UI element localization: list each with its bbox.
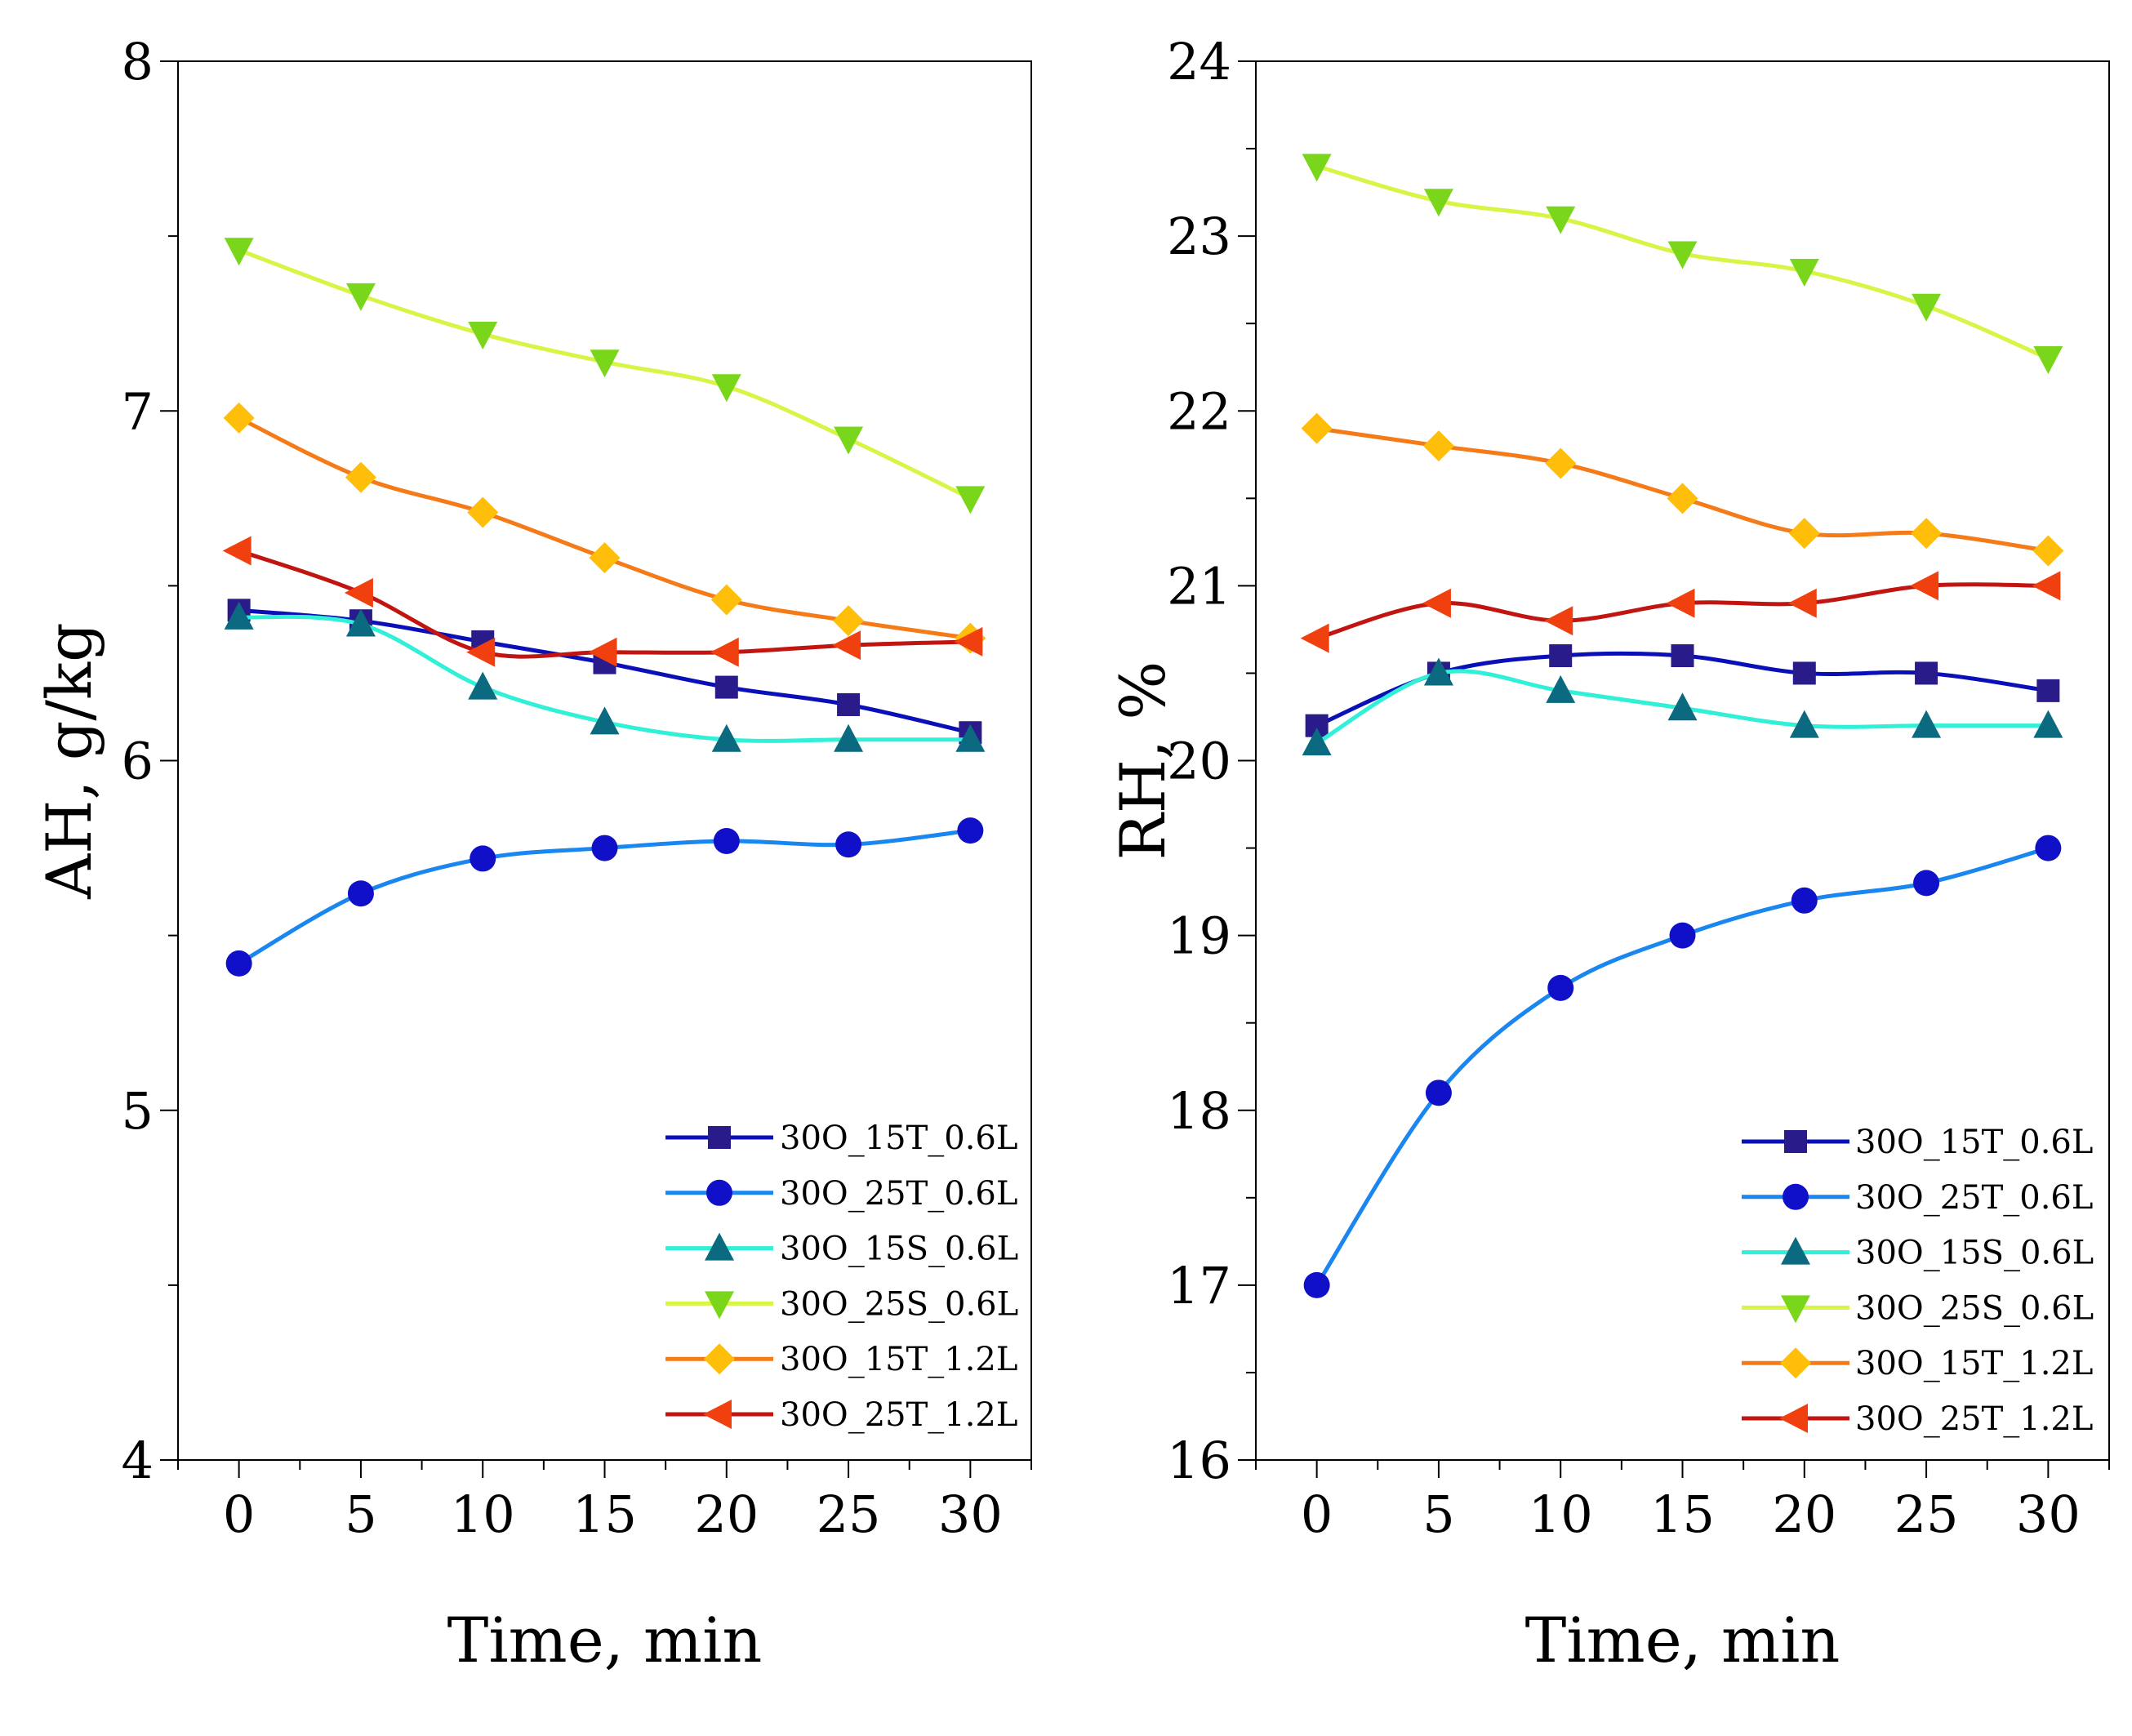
- y-tick-label: 6: [122, 732, 154, 791]
- x-tick-label: 0: [223, 1485, 255, 1544]
- legend-label: 30O_15T_0.6L: [780, 1119, 1017, 1157]
- data-point: [1547, 975, 1573, 1001]
- legend-label: 30O_15S_0.6L: [780, 1231, 1018, 1268]
- data-point: [1549, 644, 1572, 667]
- y-tick-label: 16: [1167, 1431, 1231, 1490]
- x-tick-label: 25: [817, 1485, 881, 1544]
- x-tick-label: 10: [451, 1485, 515, 1544]
- x-axis-title: Time, min: [1525, 1604, 1840, 1676]
- data-point: [2035, 835, 2061, 861]
- chart-figure: 4 5 6 7 8 0 5 10 15 20 25 30 Time, min AH, g/kg 30O_15…: [0, 0, 2132, 1736]
- data-point: [1793, 661, 1816, 684]
- legend-label: 30O_25S_0.6L: [780, 1285, 1018, 1323]
- x-tick-label: 10: [1529, 1485, 1593, 1544]
- x-tick-label: 20: [1772, 1485, 1836, 1544]
- legend-label: 30O_25T_0.6L: [1855, 1179, 2093, 1217]
- y-tick-label: 7: [122, 381, 154, 441]
- y-tick-label: 24: [1167, 32, 1231, 91]
- data-point: [715, 676, 738, 699]
- y-tick-label: 8: [122, 32, 154, 91]
- x-tick-label: 15: [1650, 1485, 1715, 1544]
- y-tick-label: 23: [1167, 207, 1231, 266]
- x-tick-label: 30: [938, 1485, 1003, 1544]
- x-tick-label: 15: [572, 1485, 637, 1544]
- y-tick-label: 22: [1167, 381, 1231, 441]
- x-tick-label: 25: [1894, 1485, 1959, 1544]
- legend-label: 30O_15T_1.2L: [780, 1341, 1017, 1378]
- data-point: [714, 828, 740, 854]
- data-point: [1671, 644, 1694, 667]
- x-tick-label: 0: [1301, 1485, 1333, 1544]
- legend-label: 30O_15T_0.6L: [1855, 1124, 2093, 1161]
- data-point: [470, 845, 496, 871]
- data-point: [2036, 679, 2059, 702]
- x-tick-label: 5: [1422, 1485, 1454, 1544]
- legend-label: 30O_25T_1.2L: [1855, 1400, 2093, 1438]
- data-point: [348, 880, 374, 906]
- data-point: [1913, 870, 1939, 896]
- data-point: [835, 831, 861, 857]
- data-point: [1304, 1272, 1330, 1298]
- legend-marker: [1783, 1184, 1809, 1210]
- y-tick-label: 17: [1167, 1256, 1231, 1315]
- legend-marker: [708, 1126, 731, 1149]
- y-tick-label: 18: [1167, 1081, 1231, 1141]
- data-point: [226, 950, 252, 977]
- y-tick-label: 21: [1167, 556, 1231, 616]
- legend-label: 30O_25T_1.2L: [780, 1396, 1017, 1434]
- x-axis-title: Time, min: [447, 1604, 763, 1676]
- legend-marker: [1784, 1130, 1807, 1153]
- data-point: [837, 693, 860, 716]
- legend-label: 30O_15T_1.2L: [1855, 1345, 2093, 1382]
- x-tick-label: 20: [694, 1485, 759, 1544]
- data-point: [1915, 661, 1938, 684]
- y-tick-label: 19: [1167, 906, 1231, 966]
- data-point: [1426, 1079, 1452, 1106]
- x-tick-label: 5: [345, 1485, 376, 1544]
- data-point: [1670, 923, 1696, 949]
- y-axis-title: AH, g/kg: [33, 622, 105, 899]
- legend-label: 30O_15S_0.6L: [1855, 1235, 2094, 1272]
- data-point: [957, 817, 983, 844]
- y-tick-label: 5: [122, 1081, 154, 1141]
- data-point: [592, 835, 618, 861]
- legend-marker: [706, 1180, 732, 1206]
- legend-label: 30O_25T_0.6L: [780, 1175, 1017, 1213]
- legend-label: 30O_25S_0.6L: [1855, 1289, 2094, 1327]
- x-tick-label: 30: [2016, 1485, 2081, 1544]
- y-tick-label: 4: [122, 1431, 154, 1490]
- y-axis-title: RH, %: [1106, 661, 1179, 860]
- data-point: [1792, 888, 1818, 914]
